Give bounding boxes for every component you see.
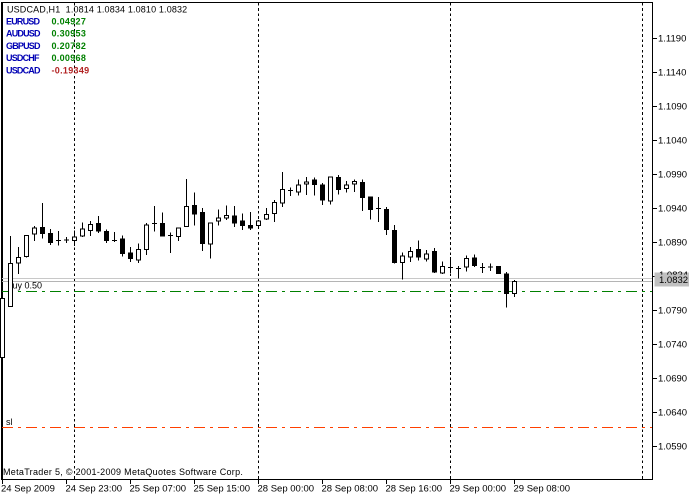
svg-text:1.0640: 1.0640	[658, 408, 687, 419]
svg-text:-0.19349: -0.19349	[52, 66, 90, 76]
svg-text:1.1090: 1.1090	[658, 102, 687, 113]
svg-text:GBPUSD: GBPUSD	[6, 41, 41, 51]
svg-text:1.0690: 1.0690	[658, 374, 687, 385]
svg-text:0.00968: 0.00968	[52, 53, 87, 63]
svg-text:USDCAD: USDCAD	[6, 66, 41, 76]
svg-text:29 Sep 00:00: 29 Sep 00:00	[450, 484, 507, 495]
svg-text:MetaTrader 5, © 2001-2009 Meta: MetaTrader 5, © 2001-2009 MetaQuotes Sof…	[3, 467, 243, 477]
svg-text:1.1140: 1.1140	[658, 68, 686, 79]
svg-text:29 Sep 08:00: 29 Sep 08:00	[514, 484, 571, 495]
svg-text:24 Sep 2009: 24 Sep 2009	[1, 484, 55, 495]
svg-text:1.0832: 1.0832	[659, 275, 688, 286]
svg-text:1.0940: 1.0940	[658, 204, 687, 215]
svg-text:0.20782: 0.20782	[52, 41, 87, 51]
svg-text:buy 0.50: buy 0.50	[8, 281, 43, 291]
svg-text:1.1040: 1.1040	[658, 136, 687, 147]
svg-text:0.30953: 0.30953	[52, 29, 87, 39]
svg-text:EURUSD: EURUSD	[6, 16, 41, 26]
svg-text:AUDUSD: AUDUSD	[6, 29, 41, 39]
svg-text:1.0590: 1.0590	[658, 442, 687, 453]
svg-text:25 Sep 07:00: 25 Sep 07:00	[130, 484, 187, 495]
svg-text:24 Sep 23:00: 24 Sep 23:00	[66, 484, 123, 495]
svg-text:1.0890: 1.0890	[658, 238, 687, 249]
svg-text:1.0790: 1.0790	[658, 306, 687, 317]
svg-text:1.0990: 1.0990	[658, 170, 687, 181]
svg-text:1.0740: 1.0740	[658, 340, 687, 351]
svg-text:1.1190: 1.1190	[658, 34, 686, 45]
svg-text:1.0834: 1.0834	[659, 270, 688, 281]
svg-text:28 Sep 16:00: 28 Sep 16:00	[386, 484, 443, 495]
svg-text:USDCAD,H1 1.0814 1.0834 1.081: USDCAD,H1 1.0814 1.0834 1.0810 1.0832	[7, 5, 187, 15]
svg-text:0.04927: 0.04927	[52, 16, 87, 26]
svg-text:USDCHF: USDCHF	[6, 53, 40, 63]
svg-text:28 Sep 08:00: 28 Sep 08:00	[322, 484, 379, 495]
svg-text:sl: sl	[6, 417, 13, 427]
svg-text:25 Sep 15:00: 25 Sep 15:00	[194, 484, 251, 495]
svg-text:28 Sep 00:00: 28 Sep 00:00	[258, 484, 315, 495]
